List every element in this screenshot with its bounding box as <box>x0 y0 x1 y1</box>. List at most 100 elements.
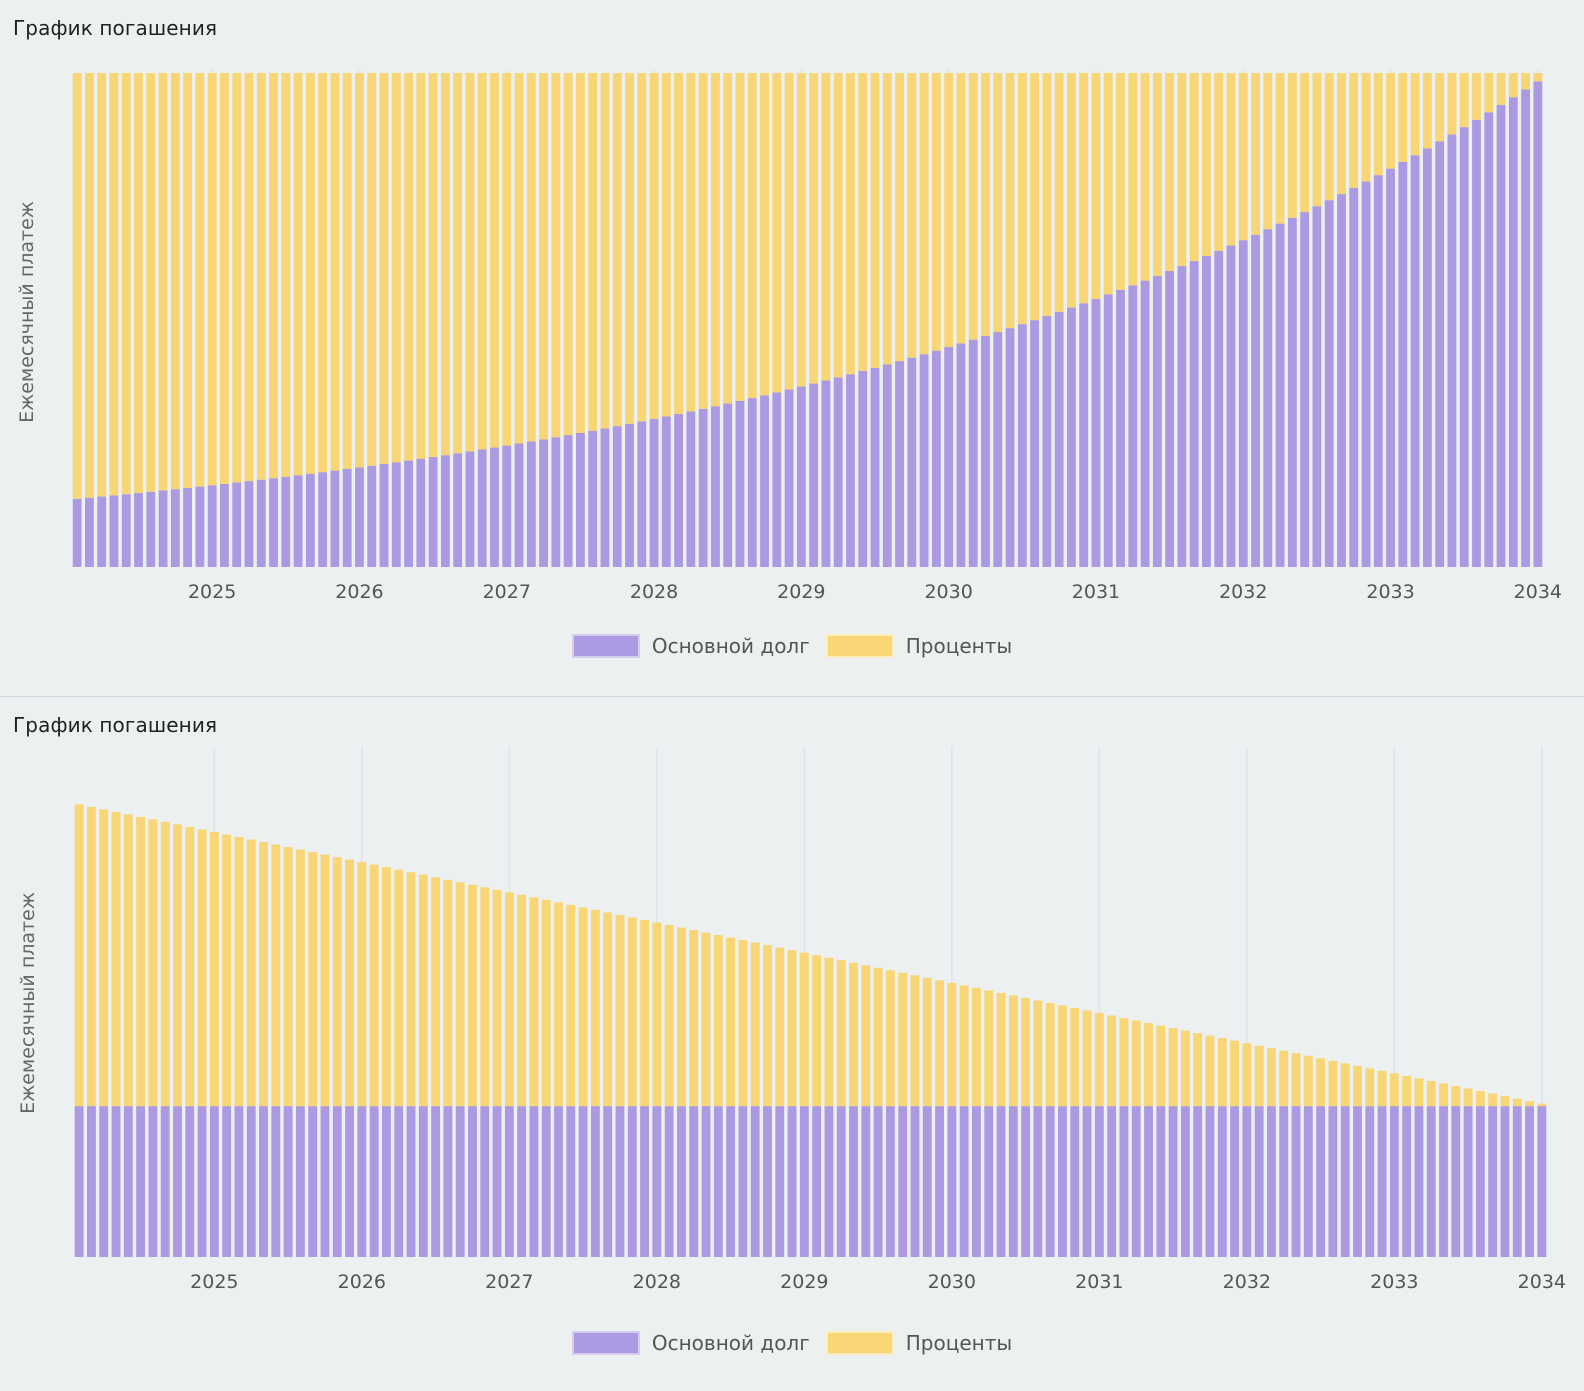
bar-interest[interactable] <box>799 952 809 1107</box>
bar-interest[interactable] <box>898 972 908 1107</box>
bar-principal[interactable] <box>689 1106 699 1257</box>
bar-interest[interactable] <box>146 73 156 492</box>
bar-interest[interactable] <box>711 73 720 407</box>
bar-principal[interactable] <box>1439 1106 1448 1257</box>
bar-interest[interactable] <box>1165 73 1175 271</box>
bar-interest[interactable] <box>1377 1070 1387 1107</box>
bar-interest[interactable] <box>87 806 96 1107</box>
bar-principal[interactable] <box>1230 1106 1239 1257</box>
bar-interest[interactable] <box>382 867 391 1107</box>
legend-item-principal[interactable]: Основной долг <box>571 1331 810 1355</box>
bar-interest[interactable] <box>1251 73 1260 235</box>
bar-principal[interactable] <box>357 1106 367 1257</box>
bar-principal[interactable] <box>220 483 229 567</box>
bar-interest[interactable] <box>615 914 625 1107</box>
bar-principal[interactable] <box>711 406 720 567</box>
bar-interest[interactable] <box>269 73 278 479</box>
bar-interest[interactable] <box>858 73 868 372</box>
bar-principal[interactable] <box>637 421 647 567</box>
bar-interest[interactable] <box>1103 73 1113 295</box>
bar-interest[interactable] <box>674 73 684 414</box>
bar-principal[interactable] <box>87 1106 96 1257</box>
bar-principal[interactable] <box>295 1106 305 1257</box>
bar-principal[interactable] <box>895 361 904 567</box>
bar-principal[interactable] <box>134 492 143 567</box>
bar-interest[interactable] <box>1156 1025 1166 1107</box>
bar-principal[interactable] <box>760 395 769 567</box>
bar-interest[interactable] <box>1439 1083 1448 1107</box>
bar-interest[interactable] <box>726 937 736 1107</box>
bar-interest[interactable] <box>195 73 205 487</box>
bar-principal[interactable] <box>1303 1106 1313 1257</box>
bar-interest[interactable] <box>1054 73 1064 312</box>
bar-interest[interactable] <box>873 967 883 1107</box>
bar-interest[interactable] <box>342 73 352 469</box>
bar-interest[interactable] <box>170 73 180 490</box>
bar-interest[interactable] <box>1082 1010 1092 1107</box>
bar-interest[interactable] <box>158 73 168 491</box>
bar-interest[interactable] <box>1116 73 1125 290</box>
bar-interest[interactable] <box>1180 1030 1190 1107</box>
bar-principal[interactable] <box>146 491 156 567</box>
bar-principal[interactable] <box>984 1106 994 1257</box>
legend-item-interest[interactable]: Проценты <box>825 634 1012 658</box>
bar-principal[interactable] <box>1316 1106 1326 1257</box>
bar-principal[interactable] <box>1340 1106 1350 1257</box>
bar-principal[interactable] <box>1119 1106 1129 1257</box>
bar-principal[interactable] <box>1353 1106 1362 1257</box>
bar-interest[interactable] <box>772 73 782 393</box>
bar-principal[interactable] <box>259 1106 268 1257</box>
bar-principal[interactable] <box>747 398 757 567</box>
bar-principal[interactable] <box>821 380 831 567</box>
bar-principal[interactable] <box>922 1106 932 1257</box>
bar-principal[interactable] <box>870 367 880 567</box>
bar-interest[interactable] <box>1263 73 1273 230</box>
bar-principal[interactable] <box>1193 1106 1203 1257</box>
bar-interest[interactable] <box>1193 1033 1203 1107</box>
bar-principal[interactable] <box>1238 240 1248 568</box>
bar-principal[interactable] <box>271 1106 281 1257</box>
bar-principal[interactable] <box>640 1106 649 1257</box>
bar-principal[interactable] <box>342 468 352 567</box>
bar-principal[interactable] <box>713 1106 723 1257</box>
bar-principal[interactable] <box>1079 303 1089 567</box>
bar-principal[interactable] <box>554 1106 563 1257</box>
bar-principal[interactable] <box>885 1106 895 1257</box>
bar-interest[interactable] <box>1472 73 1481 120</box>
bar-principal[interactable] <box>1054 311 1064 567</box>
bar-principal[interactable] <box>308 1106 318 1257</box>
bar-principal[interactable] <box>996 1106 1006 1257</box>
bar-principal[interactable] <box>1242 1106 1252 1257</box>
bar-interest[interactable] <box>738 940 748 1107</box>
bar-principal[interactable] <box>1205 1106 1215 1257</box>
bar-interest[interactable] <box>747 73 757 399</box>
bar-principal[interactable] <box>1512 1106 1522 1257</box>
bar-interest[interactable] <box>787 950 797 1107</box>
bar-principal[interactable] <box>1521 89 1531 567</box>
bar-principal[interactable] <box>763 1106 772 1257</box>
bar-interest[interactable] <box>1254 1045 1264 1107</box>
bar-principal[interactable] <box>394 1106 404 1257</box>
bar-principal[interactable] <box>320 1106 330 1257</box>
bar-interest[interactable] <box>1045 1002 1055 1107</box>
bar-principal[interactable] <box>281 476 291 567</box>
bar-interest[interactable] <box>1021 997 1031 1107</box>
bar-principal[interactable] <box>563 435 573 567</box>
bar-principal[interactable] <box>701 1106 711 1257</box>
bar-interest[interactable] <box>185 826 195 1107</box>
bar-interest[interactable] <box>981 73 990 336</box>
bar-principal[interactable] <box>1094 1106 1104 1257</box>
bar-interest[interactable] <box>640 919 649 1107</box>
bar-principal[interactable] <box>907 357 917 567</box>
bar-principal[interactable] <box>1287 217 1297 567</box>
bar-interest[interactable] <box>809 73 819 384</box>
bar-interest[interactable] <box>1373 73 1383 176</box>
bar-interest[interactable] <box>1066 73 1076 308</box>
bar-principal[interactable] <box>1435 141 1445 567</box>
bar-interest[interactable] <box>723 73 733 404</box>
bar-principal[interactable] <box>664 1106 674 1257</box>
bar-principal[interactable] <box>1144 1106 1153 1257</box>
bar-principal[interactable] <box>738 1106 748 1257</box>
bar-interest[interactable] <box>1508 73 1518 98</box>
bar-interest[interactable] <box>1287 73 1297 218</box>
